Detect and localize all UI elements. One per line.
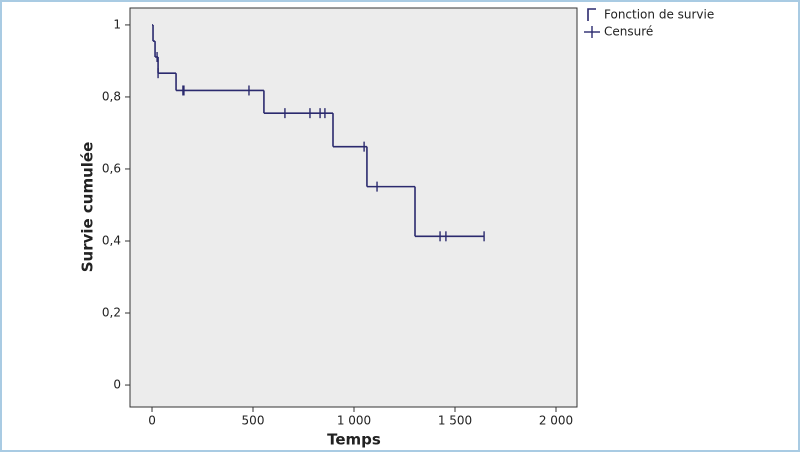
x-tick-label: 1 000 bbox=[337, 414, 371, 428]
x-axis-title: Temps bbox=[327, 431, 381, 449]
legend-icon bbox=[587, 8, 596, 21]
y-tick-label: 0,2 bbox=[102, 306, 121, 320]
y-tick-label: 0 bbox=[113, 378, 121, 392]
legend-label: Fonction de survie bbox=[604, 8, 714, 22]
x-tick-label: 0 bbox=[148, 414, 156, 428]
y-tick-label: 0,6 bbox=[102, 161, 121, 175]
x-tick-label: 1 500 bbox=[438, 414, 472, 428]
y-tick-label: 0,4 bbox=[102, 233, 121, 247]
y-tick-label: 0,8 bbox=[102, 89, 121, 103]
x-tick-label: 2 000 bbox=[539, 414, 573, 428]
x-tick-label: 500 bbox=[242, 414, 265, 428]
plot-area bbox=[129, 7, 578, 408]
legend-label: Censuré bbox=[604, 25, 653, 39]
y-tick-label: 1 bbox=[113, 17, 121, 31]
y-axis-title: Survie cumulée bbox=[79, 142, 97, 273]
